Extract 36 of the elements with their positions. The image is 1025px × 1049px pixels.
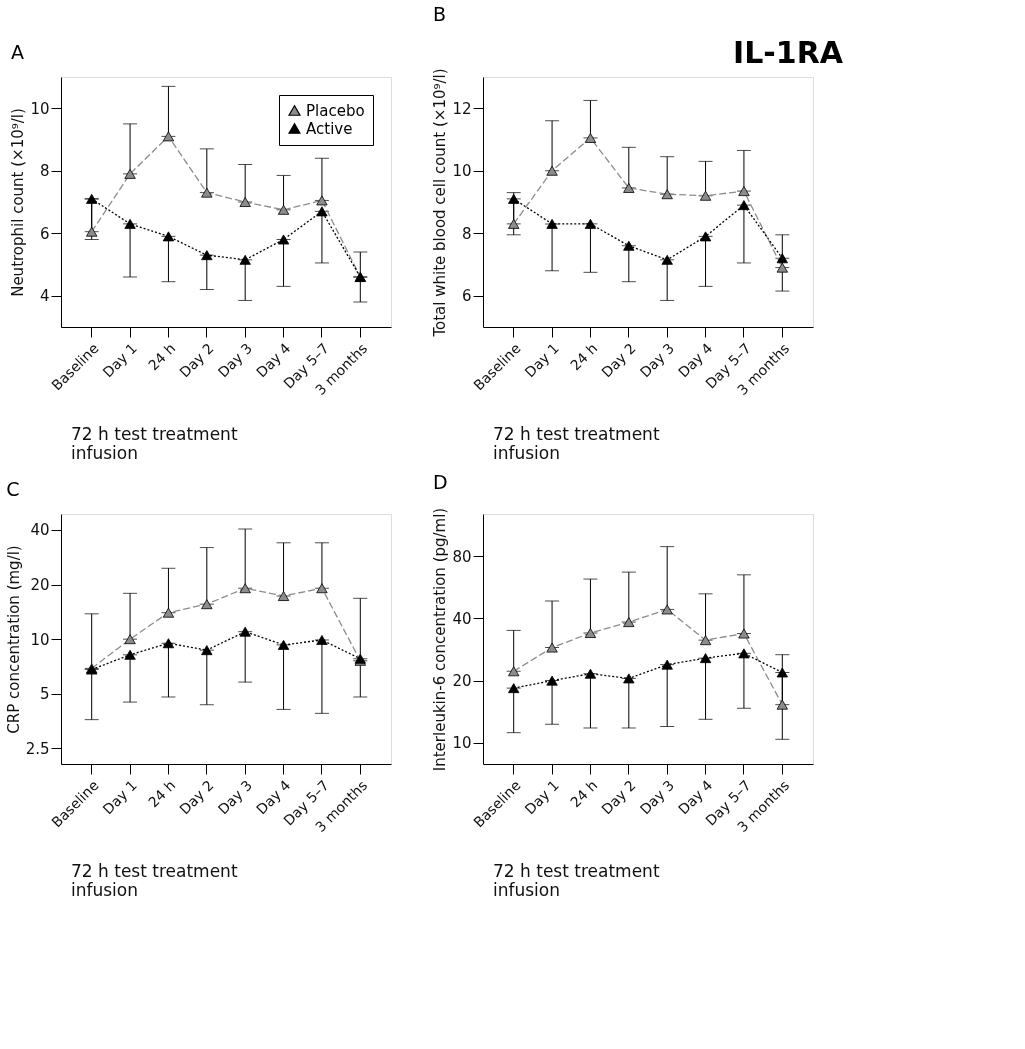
y-tick-label: 12 <box>452 99 472 118</box>
y-axis-title: Neutrophil count (×10⁹/l) <box>9 108 28 297</box>
y-tick-label: 8 <box>461 224 472 243</box>
x-tick-label: 24 h <box>145 340 179 374</box>
y-tick-label: 20 <box>30 576 50 595</box>
y-tick-label: 40 <box>452 609 472 628</box>
text: 72 h test treatment infusion <box>493 424 660 463</box>
legend-label: Active <box>306 119 353 138</box>
y-tick-label: 5 <box>39 685 50 704</box>
x-tick-label: 24 h <box>567 340 601 374</box>
chart-title: C <box>6 478 20 500</box>
chart-title: A <box>10 41 24 63</box>
y-tick-label: 20 <box>452 672 472 691</box>
y-tick-label: 2.5 <box>25 739 50 758</box>
x-tick-label: 24 h <box>567 777 601 811</box>
y-tick-label: 80 <box>452 547 472 566</box>
y-tick-label: 10 <box>30 630 50 649</box>
text: IL-1RA <box>733 35 844 70</box>
text: 72 h test treatment infusion <box>71 861 238 900</box>
legend-label: Placebo <box>306 101 365 120</box>
chart-title: D <box>432 471 448 494</box>
y-tick-label: 4 <box>39 287 50 306</box>
y-tick-label: 6 <box>39 224 50 243</box>
text: 72 h test treatment infusion <box>71 424 238 463</box>
x-tick-label: 24 h <box>145 777 179 811</box>
chart-title: B <box>432 3 446 25</box>
y-tick-label: 40 <box>30 521 50 540</box>
y-tick-label: 10 <box>30 99 50 118</box>
y-tick-label: 10 <box>452 162 472 181</box>
y-tick-label: 6 <box>461 287 472 306</box>
y-axis-title: Interleukin-6 concentration (pg/ml) <box>431 507 450 772</box>
y-tick-label: 8 <box>39 162 50 181</box>
y-axis-title: Total white blood cell count (×10⁹/l) <box>431 68 450 338</box>
y-tick-label: 10 <box>452 734 472 753</box>
text: 72 h test treatment infusion <box>493 861 660 900</box>
y-axis-title: CRP concentration (mg/l) <box>4 545 23 734</box>
